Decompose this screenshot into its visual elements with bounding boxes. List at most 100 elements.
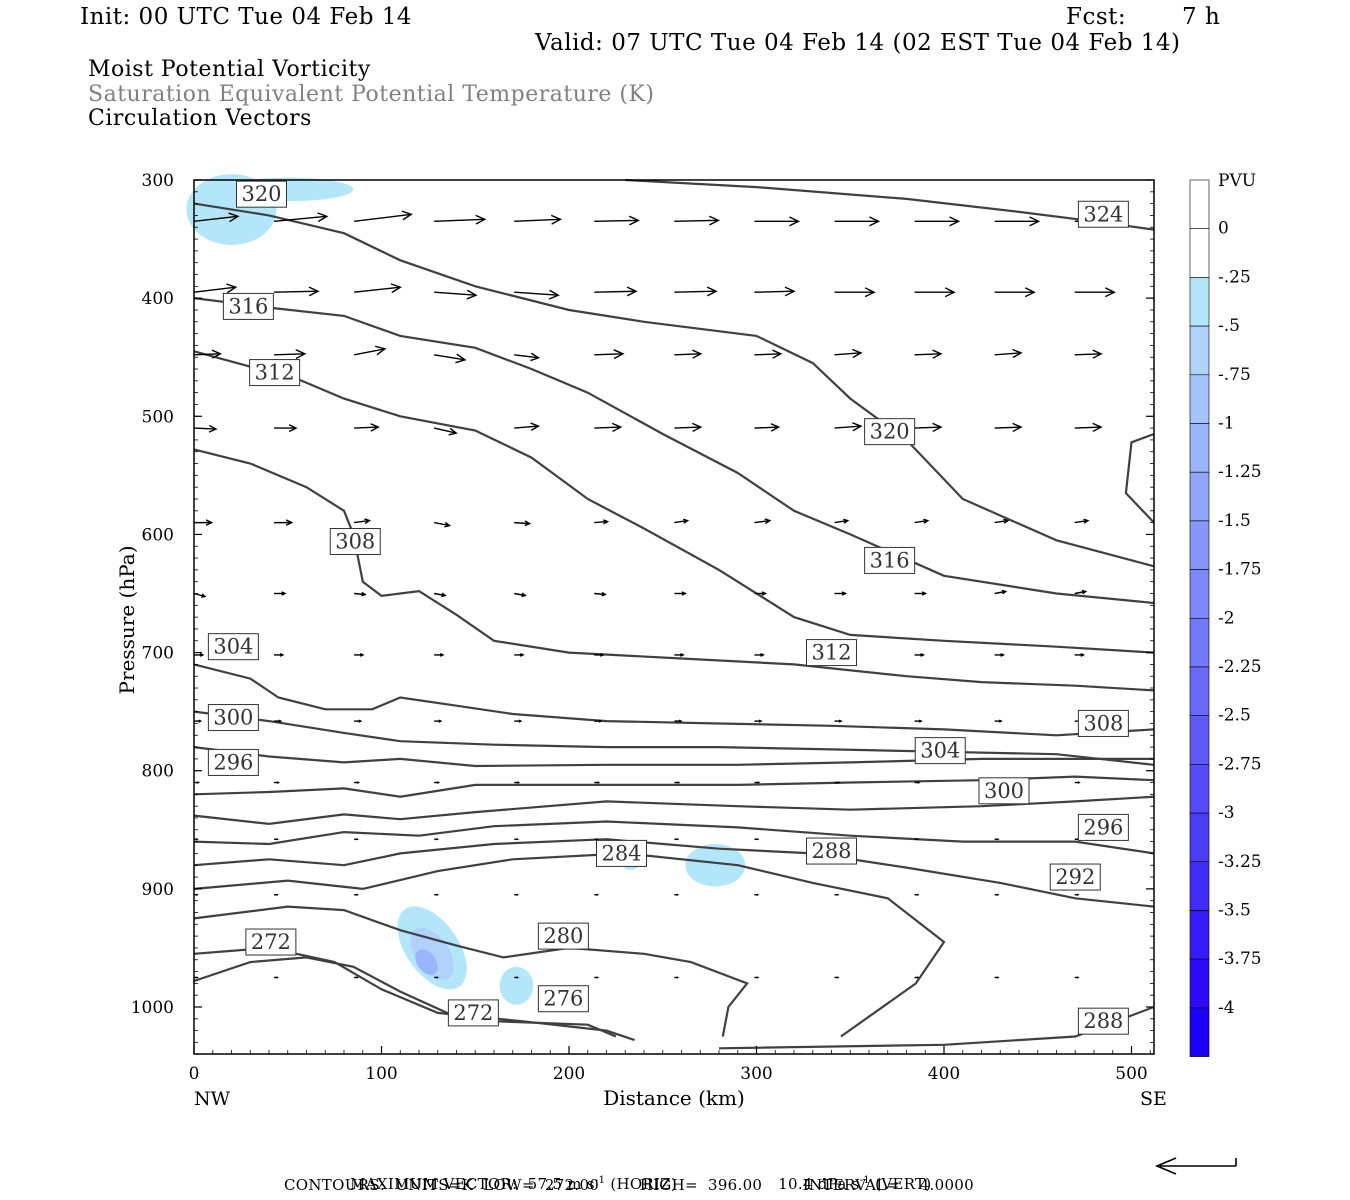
colorbar-label: -.75 <box>1218 365 1251 385</box>
circulation-vector <box>754 838 760 841</box>
contour-label-320: 320 <box>236 180 287 208</box>
circulation-vector <box>514 520 532 527</box>
circulation-vector <box>1074 893 1080 896</box>
y-tick-label: 500 <box>142 407 174 427</box>
x-axis-label: Distance (km) <box>603 1086 745 1110</box>
circulation-vector <box>914 518 930 524</box>
colorbar-swatch <box>1189 958 1210 1009</box>
valid-time: Valid: 07 UTC Tue 04 Feb 14 (02 EST Tue … <box>535 30 1181 56</box>
circulation-vector <box>914 893 920 896</box>
circulation-vector <box>754 349 783 359</box>
contour-label-316: 316 <box>864 546 916 574</box>
circulation-vector <box>354 719 363 723</box>
circulation-vector <box>834 287 876 298</box>
colorbar-swatch <box>1189 569 1210 619</box>
circulation-vector <box>914 652 925 657</box>
pv-blob <box>415 949 438 975</box>
circulation-vector <box>194 719 203 723</box>
circulation-vector <box>434 214 487 225</box>
forecast-label: Fcst: <box>1066 4 1127 30</box>
contour-label-320: 320 <box>864 418 916 446</box>
vector-layer <box>193 210 1121 979</box>
colorbar-swatch <box>1189 910 1210 960</box>
colorbar-label: -1.75 <box>1218 560 1262 580</box>
contour-296 <box>193 795 1155 826</box>
circulation-vector <box>354 283 402 294</box>
circulation-vector <box>434 893 440 896</box>
circulation-vector <box>434 976 440 979</box>
circulation-vector <box>1074 976 1080 979</box>
colorbar-swatch <box>1189 1007 1210 1057</box>
contour-label-288: 288 <box>1077 1007 1129 1035</box>
contour-label-284: 284 <box>596 839 647 867</box>
svg-text:296: 296 <box>213 750 253 774</box>
colorbar-swatch <box>1189 228 1210 278</box>
svg-text:284: 284 <box>601 841 641 865</box>
circulation-vector <box>274 976 279 979</box>
colorbar-label: -.5 <box>1218 316 1240 336</box>
circulation-vector <box>674 976 680 979</box>
svg-text:300: 300 <box>213 706 253 730</box>
colorbar-label: -2.25 <box>1218 657 1262 677</box>
contour-292 <box>193 820 1155 855</box>
svg-text:304: 304 <box>920 739 960 763</box>
circulation-vector <box>594 286 638 297</box>
circulation-vector <box>834 216 881 227</box>
circulation-vector <box>834 781 841 784</box>
vert-value: 10.4 dPa s <box>778 1175 860 1193</box>
contour-label-276: 276 <box>537 985 589 1013</box>
contour-288 <box>193 838 1155 908</box>
colorbar-swatch <box>1189 179 1210 230</box>
circulation-vector <box>834 518 850 524</box>
circulation-vector <box>354 591 367 597</box>
svg-text:312: 312 <box>811 641 851 665</box>
circulation-vector <box>754 893 760 896</box>
colorbar-label: -1.5 <box>1218 511 1251 531</box>
svg-text:296: 296 <box>1083 815 1123 839</box>
circulation-vector <box>354 652 365 657</box>
circulation-vector <box>914 287 956 298</box>
circulation-vector <box>434 838 440 841</box>
svg-text:308: 308 <box>1083 711 1123 735</box>
circulation-vector <box>914 719 923 723</box>
circulation-vector <box>674 349 703 359</box>
contour-label-272: 272 <box>245 928 297 956</box>
contour-304 <box>193 746 1154 768</box>
circulation-vector <box>514 214 563 225</box>
colorbar-label: 0 <box>1218 219 1229 239</box>
circulation-vector <box>754 652 765 657</box>
circulation-vector <box>274 893 279 896</box>
colorbar-swatch <box>1189 277 1210 327</box>
y-tick-label: 300 <box>142 171 174 191</box>
circulation-vector <box>354 893 360 896</box>
circulation-vector <box>1074 422 1103 433</box>
circulation-vector <box>1074 518 1090 524</box>
vert-vector-line: 10.4 dPa s-1 (VERT) <box>768 1157 932 1193</box>
max-vector-line: MAXIMUM VECTOR: 57.5 m s-1 (HORIZ) <box>340 1157 677 1193</box>
circulation-vector <box>834 422 863 432</box>
circulation-vector <box>834 719 843 723</box>
colorbar-label: -4 <box>1218 998 1235 1018</box>
y-tick-label: 700 <box>142 644 174 664</box>
contour-label-308: 308 <box>1077 709 1129 737</box>
circulation-vector <box>674 838 680 841</box>
contour-284 <box>193 852 946 1038</box>
colorbar-swatch <box>1189 812 1210 863</box>
circulation-vector <box>594 519 610 525</box>
circulation-vector <box>994 216 1041 227</box>
circulation-vector <box>994 589 1008 595</box>
circulation-vector <box>754 286 796 297</box>
colorbar-label: -3.25 <box>1218 852 1262 872</box>
colorbar-label: -2.75 <box>1218 754 1262 774</box>
x-tick-label: 100 <box>365 1064 397 1084</box>
circulation-vector <box>994 838 1000 841</box>
circulation-vector <box>434 521 452 528</box>
circulation-vector <box>674 215 720 226</box>
y-tick-label: 600 <box>142 525 174 545</box>
circulation-vector <box>434 719 443 723</box>
circulation-vector <box>594 781 601 784</box>
svg-text:312: 312 <box>255 361 295 385</box>
circulation-vector <box>193 592 207 598</box>
circulation-vector <box>674 652 685 657</box>
